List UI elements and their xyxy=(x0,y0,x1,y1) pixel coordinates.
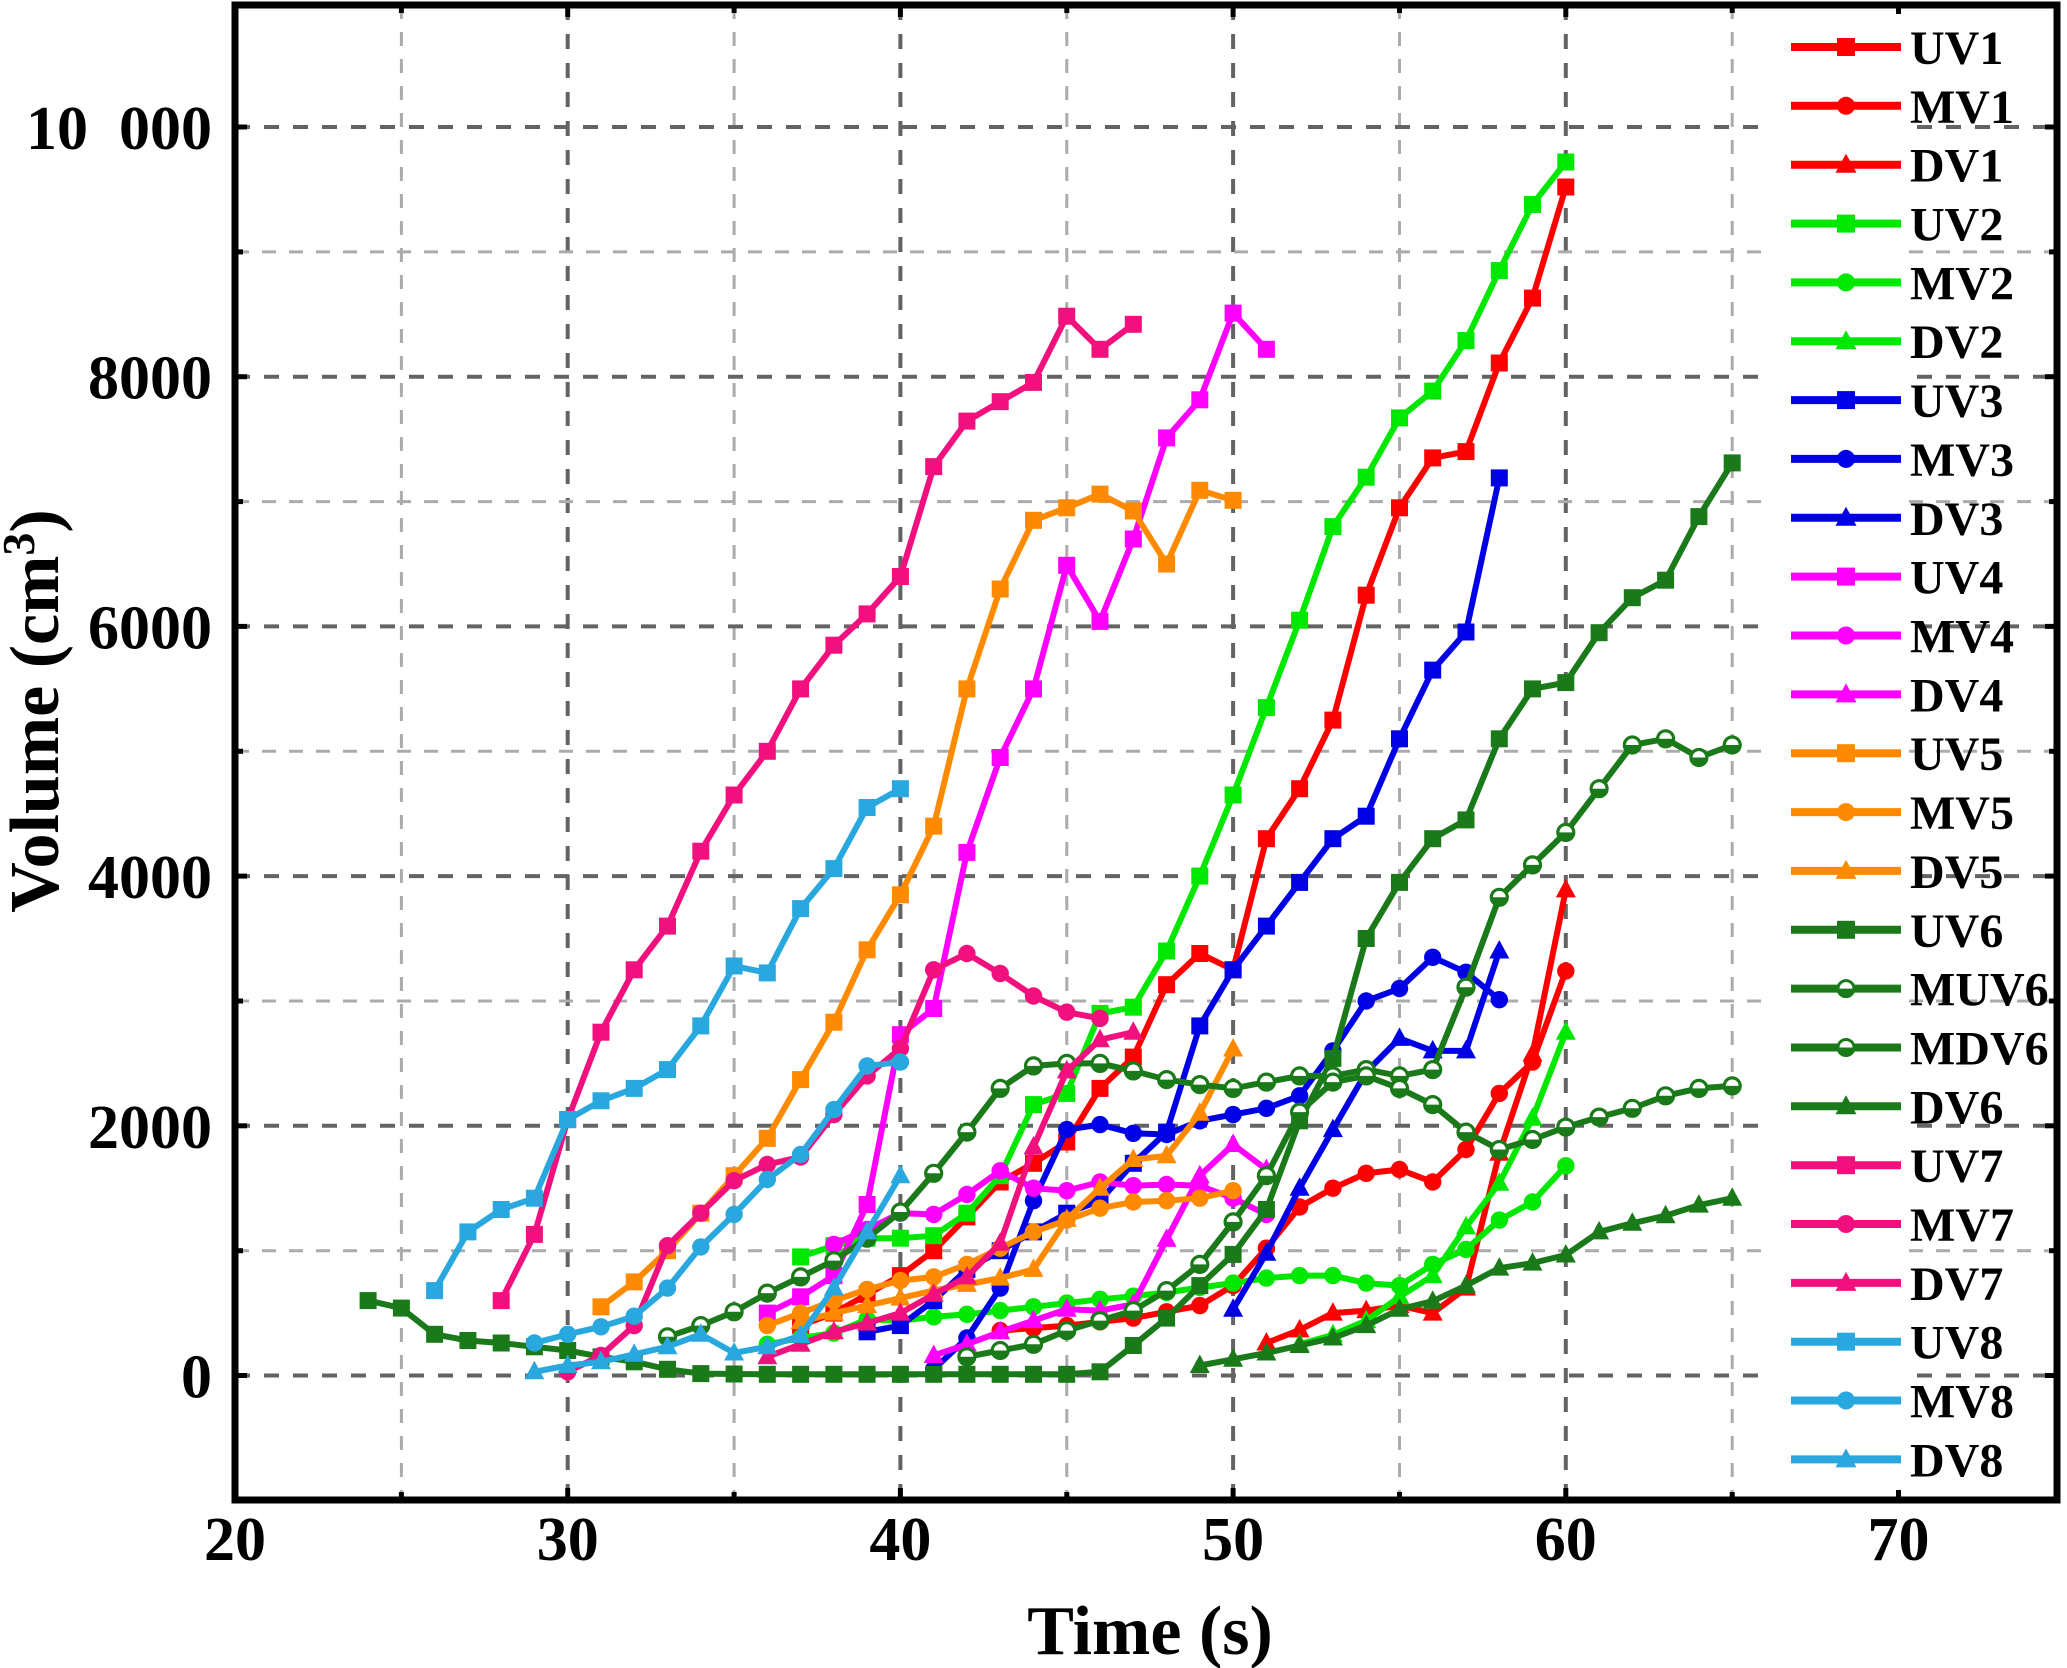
svg-text:Time (s): Time (s) xyxy=(1027,1593,1273,1668)
svg-text:DV6: DV6 xyxy=(1910,1081,2003,1134)
svg-text:MV8: MV8 xyxy=(1910,1376,2014,1429)
svg-text:UV4: UV4 xyxy=(1910,552,2003,605)
svg-text:MV7: MV7 xyxy=(1910,1199,2014,1252)
svg-text:MV4: MV4 xyxy=(1910,611,2014,664)
svg-text:UV5: UV5 xyxy=(1910,728,2003,781)
svg-text:70: 70 xyxy=(1868,1506,1930,1574)
svg-text:MDV6: MDV6 xyxy=(1910,1023,2049,1076)
svg-text:MUV6: MUV6 xyxy=(1910,964,2049,1017)
svg-text:MV5: MV5 xyxy=(1910,787,2014,840)
svg-text:60: 60 xyxy=(1535,1506,1597,1574)
svg-text:6000: 6000 xyxy=(88,594,212,662)
svg-text:30: 30 xyxy=(537,1506,599,1574)
svg-text:MV1: MV1 xyxy=(1910,81,2014,134)
svg-text:40: 40 xyxy=(869,1506,931,1574)
svg-text:DV8: DV8 xyxy=(1910,1434,2003,1487)
svg-text:2000: 2000 xyxy=(88,1094,212,1162)
svg-text:DV2: DV2 xyxy=(1910,316,2003,369)
svg-text:50: 50 xyxy=(1202,1506,1264,1574)
svg-text:DV5: DV5 xyxy=(1910,846,2003,899)
svg-text:DV4: DV4 xyxy=(1910,669,2003,722)
svg-text:UV2: UV2 xyxy=(1910,199,2003,252)
svg-text:UV3: UV3 xyxy=(1910,375,2003,428)
svg-text:UV6: UV6 xyxy=(1910,905,2003,958)
svg-text:10 000: 10 000 xyxy=(26,95,212,163)
svg-text:8000: 8000 xyxy=(88,345,212,413)
svg-text:DV1: DV1 xyxy=(1910,140,2003,193)
svg-text:20: 20 xyxy=(204,1506,266,1574)
svg-text:Volume (cm3): Volume (cm3) xyxy=(0,509,74,912)
svg-text:DV7: DV7 xyxy=(1910,1258,2003,1311)
svg-text:UV8: UV8 xyxy=(1910,1317,2003,1370)
svg-text:0: 0 xyxy=(181,1344,212,1412)
svg-text:MV3: MV3 xyxy=(1910,434,2014,487)
svg-text:UV1: UV1 xyxy=(1910,22,2003,75)
svg-text:UV7: UV7 xyxy=(1910,1140,2003,1193)
svg-text:4000: 4000 xyxy=(88,844,212,912)
svg-text:DV3: DV3 xyxy=(1910,493,2003,546)
svg-text:MV2: MV2 xyxy=(1910,257,2014,310)
